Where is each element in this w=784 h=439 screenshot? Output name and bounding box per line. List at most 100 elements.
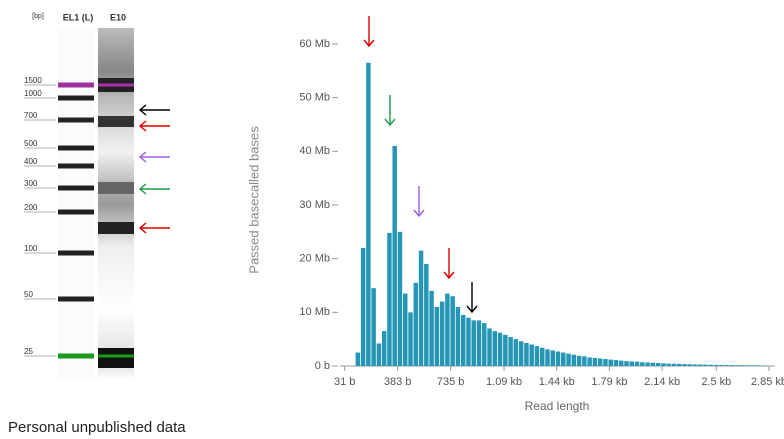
bar — [624, 361, 628, 366]
bar — [403, 294, 407, 366]
lane-label: E10 — [110, 12, 126, 22]
bar — [503, 335, 507, 366]
ladder-band — [58, 186, 94, 191]
bar — [566, 354, 570, 366]
bar — [461, 315, 465, 366]
y-tick-label: 60 Mb — [299, 38, 330, 50]
y-tick-label: 20 Mb — [299, 253, 330, 265]
x-tick-label: 2.14 kb — [644, 376, 680, 388]
band — [98, 182, 134, 194]
bar — [561, 353, 565, 366]
bar — [703, 365, 707, 366]
bar — [651, 363, 655, 366]
ladder-label: 50 — [24, 290, 33, 299]
ladder-band — [58, 164, 94, 169]
bar — [419, 251, 423, 366]
bar — [356, 353, 360, 366]
bar — [608, 360, 612, 366]
ladder-label: 500 — [24, 139, 38, 148]
ladder-lane — [58, 28, 94, 380]
bar — [724, 365, 728, 366]
bar — [698, 364, 702, 366]
bar — [435, 307, 439, 366]
ladder-band — [58, 146, 94, 151]
ladder-label: 1500 — [24, 76, 42, 85]
bar — [498, 333, 502, 366]
bar — [551, 350, 555, 366]
bar — [445, 294, 449, 366]
bar — [656, 363, 660, 366]
bar — [540, 348, 544, 366]
bar — [587, 357, 591, 366]
ladder-label: 1000 — [24, 89, 42, 98]
bar — [472, 320, 476, 366]
band — [98, 222, 134, 234]
y-axis-label: Passed basecalled bases — [246, 126, 261, 274]
bar — [392, 146, 396, 366]
ladder-band — [58, 251, 94, 256]
x-axis-label: Read length — [525, 399, 590, 413]
bar — [487, 328, 491, 366]
bar — [709, 365, 713, 366]
bar — [719, 365, 723, 366]
bar — [477, 320, 481, 366]
y-tick-label: 30 Mb — [299, 199, 330, 211]
ladder-label: 200 — [24, 203, 38, 212]
bar — [366, 63, 370, 366]
bar — [761, 365, 765, 366]
bar — [666, 364, 670, 366]
bar — [414, 283, 418, 366]
bar — [682, 364, 686, 366]
bar — [614, 360, 618, 366]
bar — [577, 356, 581, 366]
bar — [603, 359, 607, 366]
ladder-band — [58, 354, 94, 359]
bar — [398, 232, 402, 366]
x-tick-label: 31 b — [334, 376, 355, 388]
bar — [519, 341, 523, 366]
bar — [377, 343, 381, 366]
x-tick-label: 1.44 kb — [539, 376, 575, 388]
x-tick-label: 1.09 kb — [486, 376, 522, 388]
y-tick-label: 0 b — [315, 360, 330, 372]
bar — [593, 358, 597, 366]
bar — [687, 364, 691, 366]
bar — [751, 365, 755, 366]
ladder-band — [58, 118, 94, 123]
bar — [745, 365, 749, 366]
bar — [482, 323, 486, 366]
bar — [672, 364, 676, 366]
bar — [735, 365, 739, 366]
y-tick-label: 10 Mb — [299, 306, 330, 318]
bar — [382, 331, 386, 366]
bar — [740, 365, 744, 366]
x-tick-label: 383 b — [384, 376, 412, 388]
bar — [535, 346, 539, 366]
bar — [572, 355, 576, 366]
bar — [756, 365, 760, 366]
ladder-band — [58, 297, 94, 302]
ladder-label: 400 — [24, 157, 38, 166]
bar — [677, 364, 681, 366]
bar — [714, 365, 718, 366]
bar — [450, 296, 454, 366]
bar — [693, 364, 697, 366]
ladder-label: 100 — [24, 244, 38, 253]
bar — [619, 361, 623, 366]
bar — [635, 362, 639, 366]
bar — [640, 362, 644, 366]
bar — [440, 302, 444, 366]
bar — [508, 337, 512, 366]
bar — [424, 264, 428, 366]
band — [98, 116, 134, 127]
bar — [661, 363, 665, 366]
lane-label: EL1 (L) — [63, 12, 94, 22]
bar — [466, 318, 470, 366]
y-tick-label: 50 Mb — [299, 92, 330, 104]
x-tick-label: 1.79 kb — [591, 376, 627, 388]
bar — [598, 358, 602, 366]
ladder-label: 25 — [24, 347, 33, 356]
ladder-band — [58, 83, 94, 88]
bar — [371, 288, 375, 366]
y-tick-label: 40 Mb — [299, 145, 330, 157]
